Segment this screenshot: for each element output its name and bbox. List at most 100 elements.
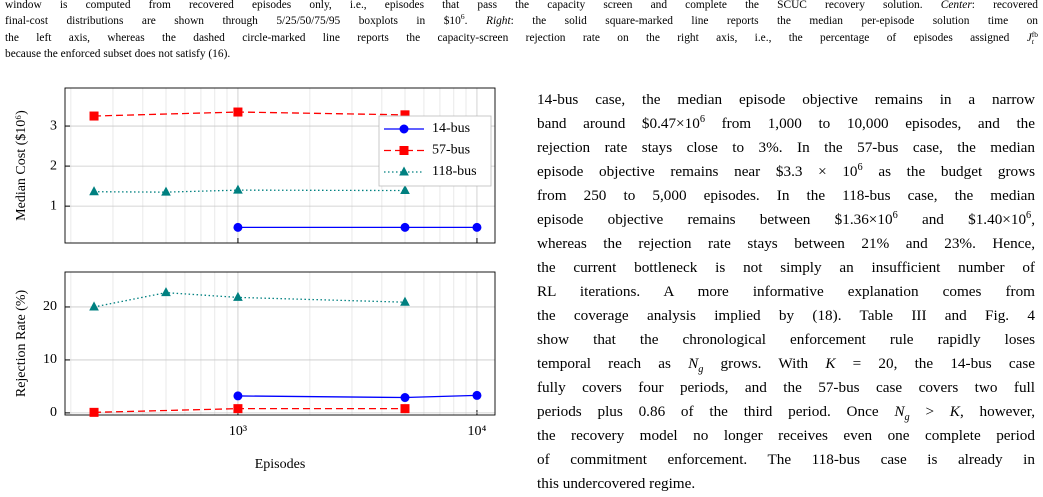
series-line xyxy=(237,394,477,399)
legend-marker xyxy=(399,146,409,155)
text: rejection rate stays close to 3%. In the… xyxy=(537,139,1035,156)
series-line xyxy=(94,407,405,414)
text: final-cost distributions are shown throu… xyxy=(5,15,461,27)
marker xyxy=(233,391,243,401)
line: rejection rate stays close to 3%. In the… xyxy=(537,137,1035,161)
line: the current bottleneck is not simply an … xyxy=(537,257,1035,281)
series-line xyxy=(93,292,406,308)
marker xyxy=(89,111,99,121)
caption-line: because the enforced subset does not sat… xyxy=(5,46,1038,63)
plot-frame xyxy=(64,271,496,416)
text: as the budget grows xyxy=(862,163,1035,180)
marker xyxy=(233,291,243,301)
text: 14-bus case, the median episode objectiv… xyxy=(537,91,1035,108)
line: of commitment enforcement. The 118-bus c… xyxy=(537,449,1035,473)
text: Right xyxy=(485,15,511,27)
text: the coverage analysis implied by (18). T… xyxy=(537,307,1035,324)
legend-label: 57-bus xyxy=(432,143,470,158)
line: show that the chronological enforcement … xyxy=(537,329,1035,353)
text: N xyxy=(688,355,699,372)
text: temporal reach as xyxy=(537,355,689,372)
text: show that the chronological enforcement … xyxy=(537,331,1035,348)
y-tick-label: 3 xyxy=(50,118,57,133)
text: RL iterations. A more informative explan… xyxy=(537,283,1035,300)
y-tick-label: 20 xyxy=(43,299,57,314)
text: the recovery model no longer receives ev… xyxy=(537,427,1035,444)
series-line xyxy=(94,189,405,193)
text: and $1.40×10 xyxy=(897,211,1027,228)
line: RL iterations. A more informative explan… xyxy=(537,281,1035,305)
text: Center xyxy=(940,0,972,11)
line: episode objective remains near $3.3 × 10… xyxy=(537,161,1035,185)
text: J xyxy=(1026,32,1032,44)
text: from 1,000 to 10,000 episodes, and the xyxy=(704,115,1035,132)
legend-marker xyxy=(399,124,409,134)
x-tick-label: 10³ xyxy=(229,424,247,439)
marker xyxy=(400,393,410,403)
x-axis-label: Episodes xyxy=(255,457,306,472)
marker xyxy=(233,107,243,117)
marker xyxy=(472,390,482,400)
text: because the enforced subset does not sat… xyxy=(5,48,231,60)
marker xyxy=(233,184,243,194)
text: fb xyxy=(1031,30,1038,40)
line: temporal reach as Ng grows. With K = 20,… xyxy=(537,353,1035,377)
text: 6 xyxy=(699,113,705,125)
text: 6 xyxy=(1026,209,1032,221)
legend-label: 14-bus xyxy=(432,121,470,136)
caption-line: the left axis, whereas the dashed circle… xyxy=(5,30,1038,47)
line: from 250 to 5,000 episodes. In the 118-b… xyxy=(537,185,1035,209)
line: the recovery model no longer receives ev… xyxy=(537,425,1035,449)
y-tick-label: 1 xyxy=(50,198,57,213)
text: : recovered xyxy=(971,0,1038,11)
text: 6 xyxy=(857,161,863,173)
text: , however, xyxy=(959,403,1035,420)
y-tick-label: 2 xyxy=(50,158,57,173)
marker xyxy=(400,222,410,232)
marker xyxy=(161,186,171,196)
text: . xyxy=(464,15,486,27)
y-tick-label: 10 xyxy=(43,352,57,367)
line: 14-bus case, the median episode objectiv… xyxy=(537,89,1035,113)
marker xyxy=(89,301,99,311)
marker xyxy=(472,222,482,232)
text: band around $0.47×10 xyxy=(537,115,700,132)
text: 6 xyxy=(460,13,465,22)
text: > xyxy=(909,403,950,420)
text: = 20, the 14-bus case xyxy=(835,355,1035,372)
text: K xyxy=(825,355,836,372)
text: this undercovered regime. xyxy=(537,475,696,492)
text: N xyxy=(894,403,905,420)
text: whereas the rejection rate stays between… xyxy=(537,235,1035,252)
marker xyxy=(400,184,410,195)
line: band around $0.47×106 from 1,000 to 10,0… xyxy=(537,113,1035,137)
marker xyxy=(233,404,243,414)
marker xyxy=(161,287,171,297)
line: this undercovered regime. xyxy=(537,473,1035,497)
y-axis-label: Rejection Rate (%) xyxy=(14,290,29,398)
marker xyxy=(89,407,99,417)
legend-label: 118-bus xyxy=(432,164,477,179)
text: episode objective remains near $3.3 × 10 xyxy=(537,163,858,180)
line: episode objective remains between $1.36×… xyxy=(537,209,1035,233)
text: from 250 to 5,000 episodes. In the 118-b… xyxy=(537,187,1035,204)
text: g xyxy=(698,364,704,376)
line: periods plus 0.86 of the third period. O… xyxy=(537,401,1035,425)
marker xyxy=(400,404,410,414)
text: of commitment enforcement. The 118-bus c… xyxy=(537,451,1035,468)
text: K xyxy=(949,403,960,420)
marker xyxy=(400,296,410,306)
line: whereas the rejection rate stays between… xyxy=(537,233,1035,257)
y-axis-label: Median Cost ($10⁶) xyxy=(14,110,29,221)
plot-frame xyxy=(64,87,496,244)
marker xyxy=(233,222,243,232)
text: , xyxy=(1031,211,1035,228)
text: fully covers four periods, and the 57-bu… xyxy=(537,379,1035,396)
text: the current bottleneck is not simply an … xyxy=(537,259,1035,276)
caption-line: window is computed from recovered episod… xyxy=(5,0,1038,14)
text: periods plus 0.86 of the third period. O… xyxy=(537,403,895,420)
text: grows. With xyxy=(703,355,826,372)
legend-marker xyxy=(399,166,409,176)
